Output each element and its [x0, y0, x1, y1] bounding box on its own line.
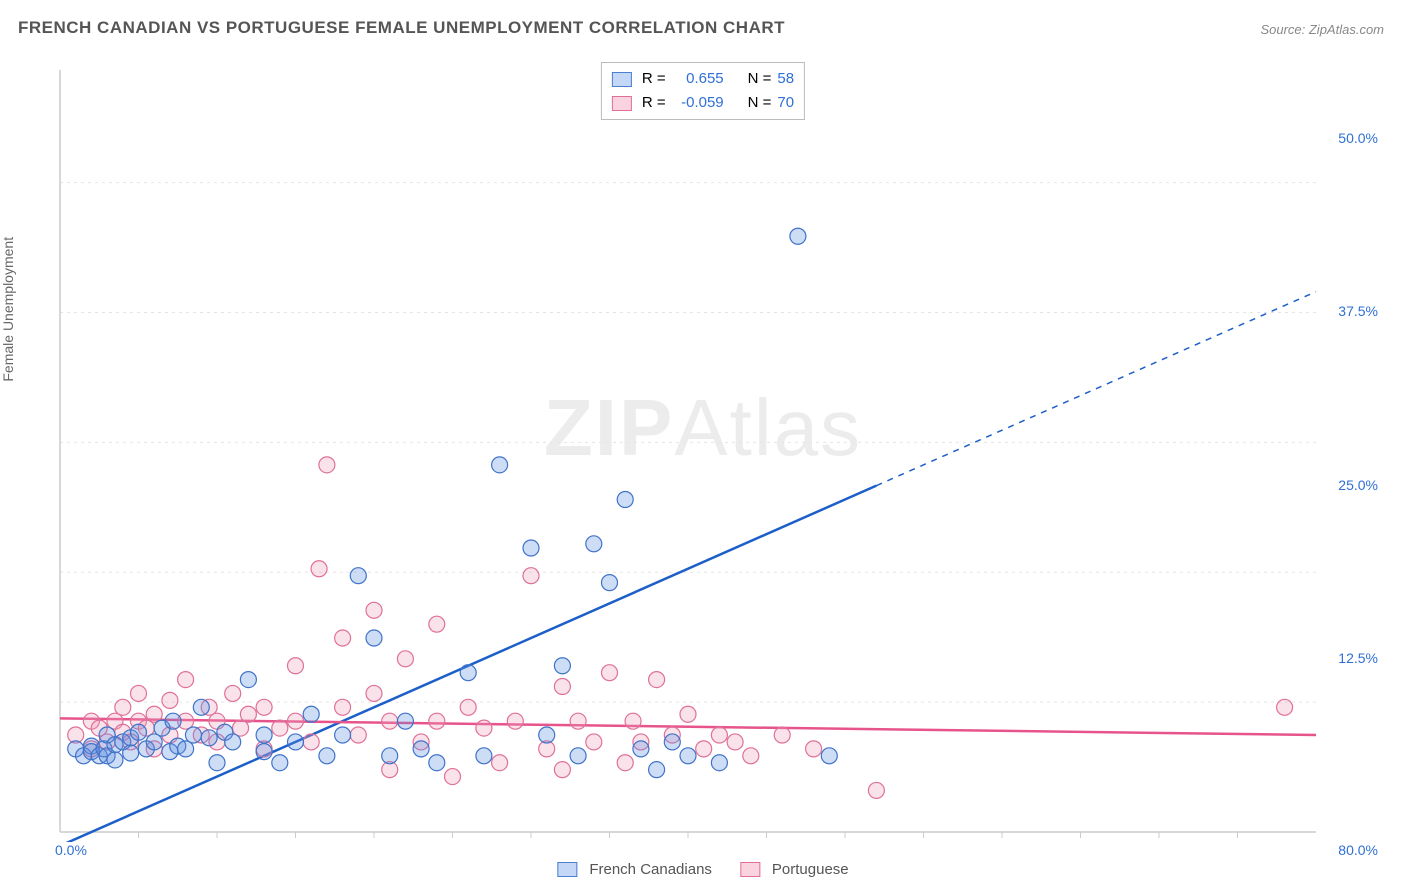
source-attribution: Source: ZipAtlas.com	[1260, 22, 1384, 37]
swatch-blue-icon	[557, 862, 577, 877]
y-tick-label: 37.5%	[1338, 303, 1378, 319]
swatch-pink-icon	[740, 862, 760, 877]
y-tick-label: 50.0%	[1338, 130, 1378, 146]
y-tick-label: 12.5%	[1338, 650, 1378, 666]
legend-item-french: French Canadians	[557, 861, 712, 878]
scatter-plot	[50, 60, 1386, 842]
y-tick-label: 25.0%	[1338, 477, 1378, 493]
series-legend: French Canadians Portuguese	[557, 861, 848, 878]
legend-item-portuguese: Portuguese	[740, 861, 849, 878]
chart-title: FRENCH CANADIAN VS PORTUGUESE FEMALE UNE…	[18, 18, 785, 38]
x-tick-label: 80.0%	[1338, 842, 1378, 858]
chart-area: 12.5%25.0%37.5%50.0%0.0%80.0%	[50, 60, 1386, 842]
y-axis-label: Female Unemployment	[0, 237, 16, 382]
x-tick-label: 0.0%	[55, 842, 87, 858]
